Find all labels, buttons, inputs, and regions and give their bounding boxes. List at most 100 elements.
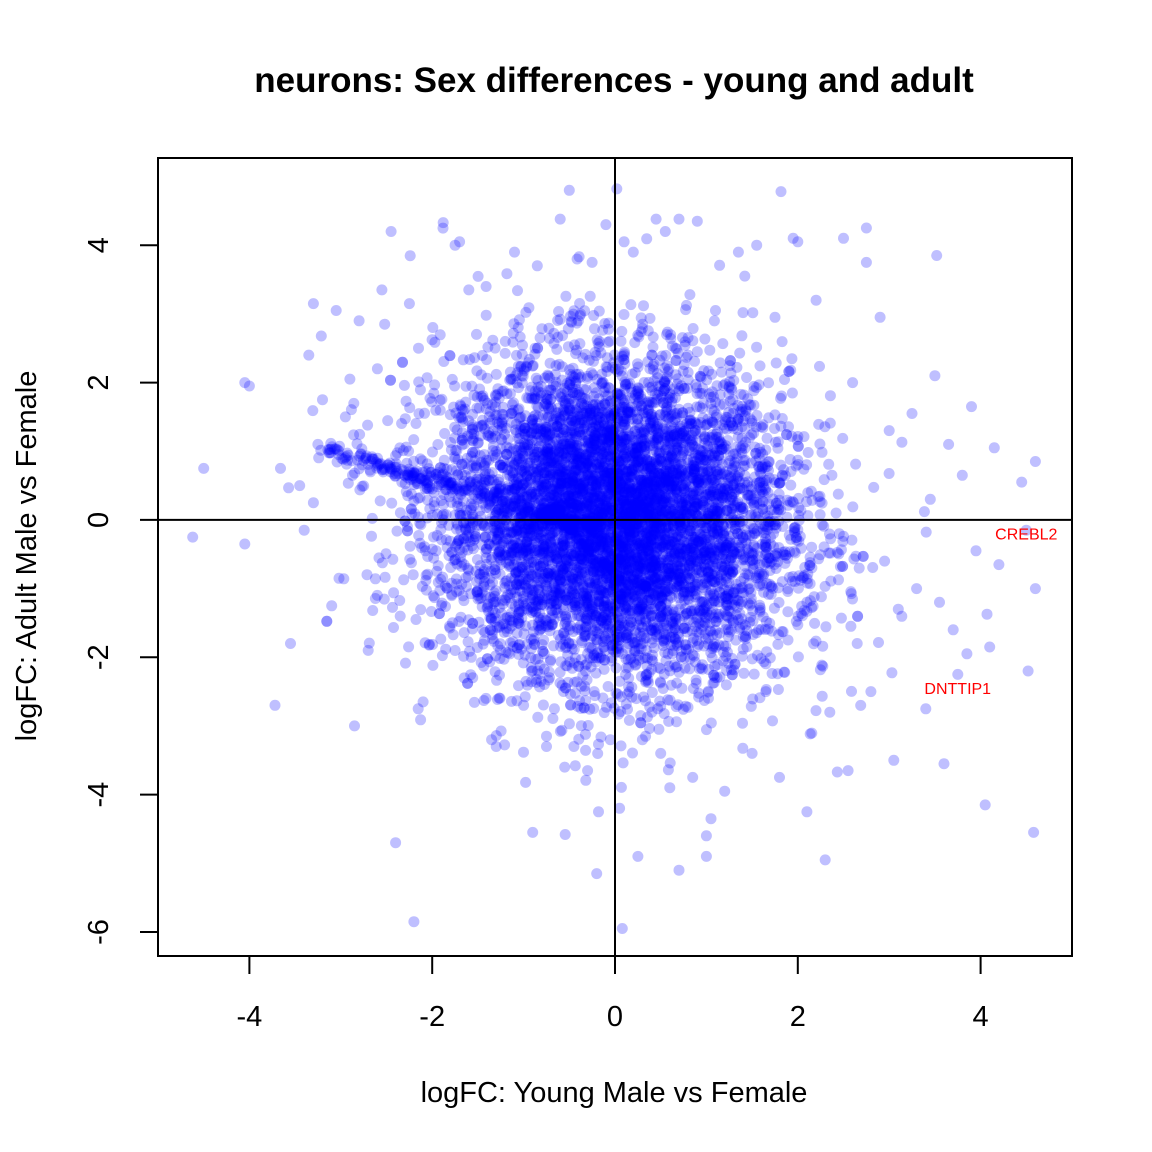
cloud-point <box>549 451 561 463</box>
cloud-point <box>710 419 722 431</box>
cloud-point <box>639 502 651 514</box>
cloud-point <box>388 587 400 599</box>
cloud-point <box>484 515 496 527</box>
cloud-point <box>597 573 609 585</box>
cloud-point <box>592 556 604 568</box>
cloud-point <box>532 596 544 608</box>
cloud-point <box>534 508 546 520</box>
cloud-point <box>696 533 707 545</box>
cloud-point <box>850 550 862 562</box>
cloud-point <box>618 531 630 543</box>
cloud-point <box>676 682 688 694</box>
cloud-point <box>630 448 641 459</box>
cloud-point <box>645 609 657 621</box>
cloud-point <box>524 434 535 446</box>
cloud-point <box>577 423 589 435</box>
cloud-point <box>920 526 932 538</box>
cloud-point <box>566 497 578 509</box>
cloud-point <box>621 466 633 477</box>
cloud-point <box>386 497 398 509</box>
cloud-point <box>635 499 647 511</box>
cloud-point <box>414 384 426 396</box>
cloud-point <box>532 446 544 458</box>
cloud-point <box>581 426 593 437</box>
cloud-point <box>585 542 597 553</box>
cloud-point <box>575 624 587 636</box>
cloud-point <box>615 781 627 793</box>
cloud-point <box>704 487 716 499</box>
cloud-point <box>642 454 654 466</box>
cloud-point <box>617 529 629 541</box>
cloud-point <box>362 419 374 431</box>
cloud-point <box>582 720 594 731</box>
cloud-point <box>627 471 639 483</box>
cloud-point <box>707 505 719 517</box>
cloud-point <box>387 553 399 565</box>
cloud-point <box>655 539 667 551</box>
cloud-point <box>532 428 544 440</box>
cloud-point <box>772 684 784 695</box>
cloud-point <box>558 539 570 551</box>
cloud-point <box>574 402 585 414</box>
cloud-point <box>604 493 616 505</box>
cloud-point <box>482 601 494 613</box>
cloud-point <box>591 444 603 456</box>
cloud-point <box>594 543 605 555</box>
cloud-point <box>548 526 560 538</box>
cloud-point <box>569 760 581 772</box>
cloud-point <box>722 564 734 576</box>
cloud-point <box>735 528 747 540</box>
cloud-point <box>616 442 628 454</box>
cloud-point <box>638 407 650 419</box>
cloud-point <box>633 540 645 552</box>
cloud-point <box>691 564 703 576</box>
cloud-point <box>283 482 295 494</box>
cloud-point <box>717 419 729 431</box>
cloud-point <box>687 469 699 481</box>
cloud-point <box>680 572 692 584</box>
cloud-point <box>599 551 611 563</box>
cloud-point <box>586 599 598 611</box>
cloud-point <box>571 447 582 459</box>
cloud-point <box>662 474 674 486</box>
cloud-point <box>677 443 689 455</box>
cloud-point <box>631 442 643 454</box>
cloud-point <box>592 497 604 508</box>
cloud-point <box>704 344 716 356</box>
cloud-point <box>491 487 503 499</box>
cloud-point <box>630 499 642 511</box>
cloud-point <box>664 476 676 488</box>
cloud-point <box>515 643 527 655</box>
cloud-point <box>552 460 564 472</box>
cloud-point <box>557 462 569 474</box>
cloud-point <box>512 285 523 297</box>
cloud-point <box>515 486 527 498</box>
cloud-point <box>493 483 505 495</box>
cloud-point <box>615 497 627 509</box>
cloud-point <box>588 558 600 570</box>
cloud-point <box>366 512 378 524</box>
cloud-point <box>594 476 606 488</box>
cloud-point <box>589 504 601 515</box>
cloud-point <box>568 491 580 503</box>
cloud-point <box>558 497 570 509</box>
cloud-point <box>471 554 483 566</box>
cloud-point <box>584 590 596 602</box>
cloud-point <box>645 475 657 486</box>
cloud-point <box>532 375 544 386</box>
cloud-point <box>532 599 544 611</box>
cloud-point <box>527 603 539 615</box>
cloud-point <box>546 546 557 558</box>
cloud-point <box>737 643 749 655</box>
cloud-point <box>736 501 748 513</box>
cloud-point <box>473 616 485 628</box>
cloud-point <box>551 454 562 466</box>
cloud-point <box>736 582 747 594</box>
cloud-point <box>683 614 695 626</box>
cloud-point <box>669 659 681 671</box>
cloud-point <box>666 448 678 460</box>
cloud-point <box>626 534 638 546</box>
cloud-point <box>526 393 538 405</box>
cloud-point <box>558 479 570 491</box>
cloud-point <box>748 523 760 535</box>
